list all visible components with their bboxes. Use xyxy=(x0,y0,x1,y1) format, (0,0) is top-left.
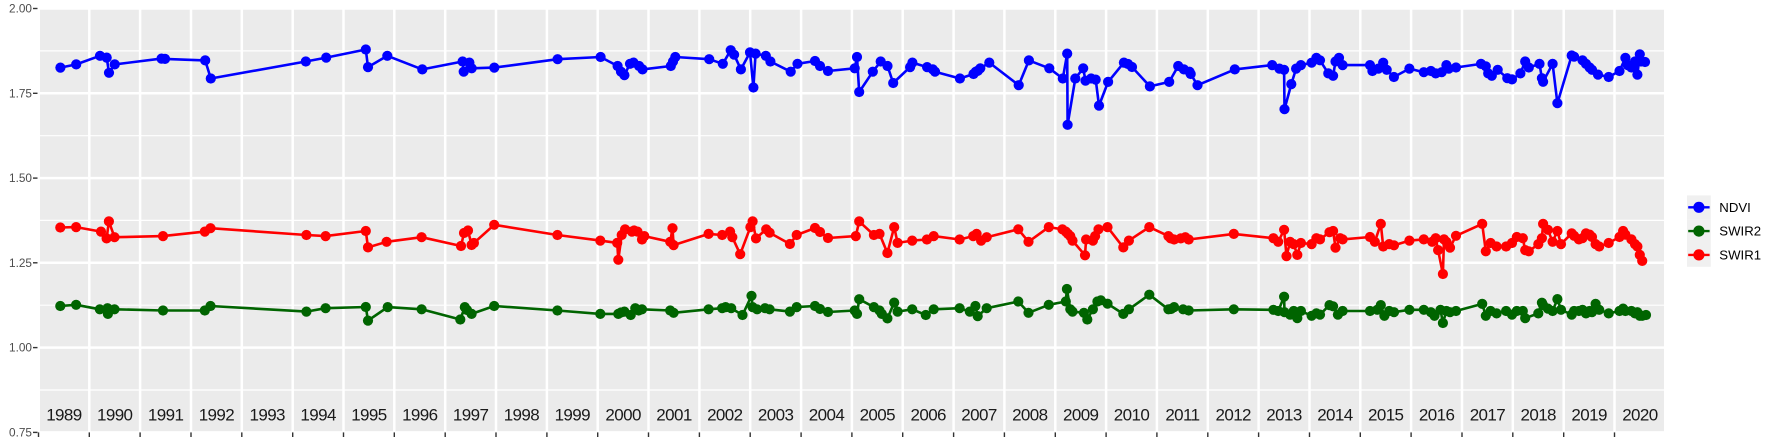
svg-text:SWIR2: SWIR2 xyxy=(1719,224,1761,239)
svg-text:1996: 1996 xyxy=(402,405,438,424)
svg-text:2008: 2008 xyxy=(1012,405,1048,424)
svg-text:2012: 2012 xyxy=(1215,405,1251,424)
svg-text:2001: 2001 xyxy=(656,405,692,424)
svg-text:2020: 2020 xyxy=(1622,405,1658,424)
svg-text:1992: 1992 xyxy=(199,405,235,424)
svg-text:1991: 1991 xyxy=(148,405,184,424)
svg-text:1.25: 1.25 xyxy=(9,256,32,270)
svg-text:2002: 2002 xyxy=(707,405,743,424)
svg-text:2010: 2010 xyxy=(1114,405,1150,424)
svg-text:1995: 1995 xyxy=(351,405,387,424)
svg-text:2.00: 2.00 xyxy=(9,2,32,16)
svg-text:1989: 1989 xyxy=(46,405,82,424)
svg-text:2014: 2014 xyxy=(1317,405,1353,424)
svg-text:2009: 2009 xyxy=(1063,405,1099,424)
svg-text:2016: 2016 xyxy=(1419,405,1455,424)
svg-text:1999: 1999 xyxy=(555,405,591,424)
svg-text:2007: 2007 xyxy=(961,405,997,424)
svg-text:2017: 2017 xyxy=(1470,405,1506,424)
svg-text:2019: 2019 xyxy=(1571,405,1607,424)
svg-text:2005: 2005 xyxy=(860,405,896,424)
svg-text:2018: 2018 xyxy=(1520,405,1556,424)
svg-text:1998: 1998 xyxy=(504,405,540,424)
svg-text:1994: 1994 xyxy=(300,405,336,424)
svg-text:2004: 2004 xyxy=(809,405,845,424)
svg-text:2015: 2015 xyxy=(1368,405,1404,424)
svg-text:SWIR1: SWIR1 xyxy=(1719,248,1761,263)
svg-text:0.75: 0.75 xyxy=(9,426,32,440)
svg-text:1.75: 1.75 xyxy=(9,86,32,100)
svg-text:2011: 2011 xyxy=(1165,405,1199,424)
svg-text:1.50: 1.50 xyxy=(9,171,32,185)
svg-text:2006: 2006 xyxy=(910,405,946,424)
svg-text:2013: 2013 xyxy=(1266,405,1302,424)
svg-text:1990: 1990 xyxy=(97,405,133,424)
svg-text:1993: 1993 xyxy=(249,405,285,424)
svg-text:1997: 1997 xyxy=(453,405,489,424)
svg-text:1.00: 1.00 xyxy=(9,341,32,355)
svg-text:NDVI: NDVI xyxy=(1719,200,1751,215)
svg-text:2003: 2003 xyxy=(758,405,794,424)
svg-text:2000: 2000 xyxy=(605,405,641,424)
